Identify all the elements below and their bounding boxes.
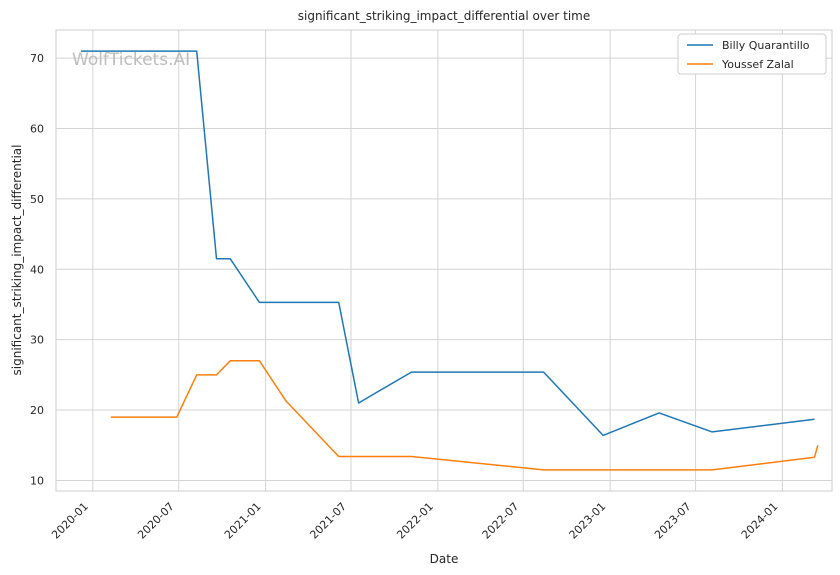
data-point-billy-quarantillo xyxy=(258,301,261,304)
legend-label-youssef-zalal: Youssef Zalal xyxy=(721,58,794,71)
legend-box xyxy=(677,33,827,75)
x-axis-label: Date xyxy=(430,552,459,566)
data-point-billy-quarantillo xyxy=(337,301,340,304)
data-point-youssef-zalal xyxy=(816,444,819,447)
data-point-youssef-zalal xyxy=(109,416,112,419)
chart-title: significant_striking_impact_differential… xyxy=(298,9,590,23)
data-point-billy-quarantillo xyxy=(229,257,232,260)
data-point-billy-quarantillo xyxy=(215,257,218,260)
data-point-youssef-zalal xyxy=(813,456,816,459)
y-axis-label: significant_striking_impact_differential xyxy=(10,145,24,376)
legend: Billy Quarantillo Youssef Zalal xyxy=(677,33,827,75)
data-point-youssef-zalal xyxy=(711,468,714,471)
data-point-billy-quarantillo xyxy=(602,434,605,437)
y-tick-label: 40 xyxy=(30,263,44,276)
data-point-billy-quarantillo xyxy=(410,371,413,374)
series-line-billy-quarantillo xyxy=(81,50,815,437)
data-point-youssef-zalal xyxy=(175,416,178,419)
data-point-youssef-zalal xyxy=(410,455,413,458)
y-tick-label: 50 xyxy=(30,193,44,206)
data-point-billy-quarantillo xyxy=(711,430,714,433)
y-tick-label: 30 xyxy=(30,334,44,347)
data-point-youssef-zalal xyxy=(284,399,287,402)
y-tick-labels: 10 20 30 40 50 60 70 xyxy=(30,52,44,487)
grid-lines xyxy=(56,30,832,491)
data-point-youssef-zalal xyxy=(542,468,545,471)
y-tick-label: 70 xyxy=(30,52,44,65)
y-tick-label: 10 xyxy=(30,474,44,487)
data-point-billy-quarantillo xyxy=(658,411,661,414)
data-point-billy-quarantillo xyxy=(542,371,545,374)
data-point-youssef-zalal xyxy=(229,359,232,362)
legend-label-billy-quarantillo: Billy Quarantillo xyxy=(722,39,810,52)
y-tick-label: 60 xyxy=(30,123,44,136)
series-line-youssef-zalal xyxy=(110,360,819,471)
series-layer xyxy=(81,50,819,471)
data-point-youssef-zalal xyxy=(215,373,218,376)
y-tick-label: 20 xyxy=(30,404,44,417)
data-point-billy-quarantillo xyxy=(813,418,816,421)
plot-frame xyxy=(55,29,833,492)
data-point-youssef-zalal xyxy=(195,373,198,376)
data-point-billy-quarantillo xyxy=(195,50,198,53)
data-point-youssef-zalal xyxy=(337,455,340,458)
watermark: WolfTickets.AI xyxy=(72,50,190,70)
data-point-billy-quarantillo xyxy=(357,401,360,404)
data-point-youssef-zalal xyxy=(258,359,261,362)
